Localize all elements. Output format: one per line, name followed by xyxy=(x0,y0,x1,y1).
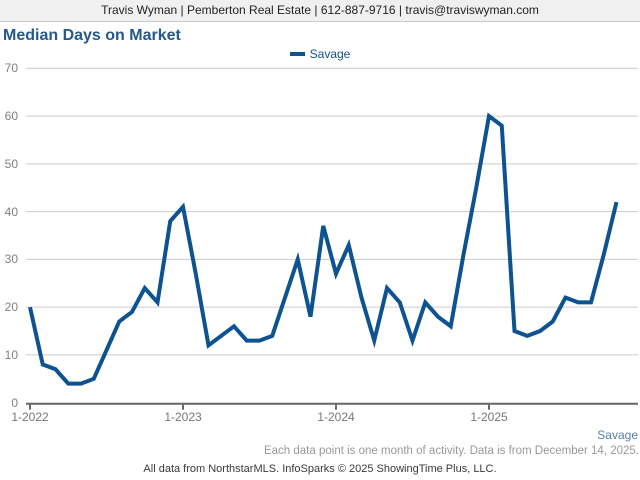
chart-area: 1-2022 1-2023 1-2024 1-2025 0 10 20 30 40 50 60 70 xyxy=(0,60,640,424)
data-period-footnote: Each data point is one month of activity… xyxy=(263,445,639,457)
y-axis-label: 20 xyxy=(4,300,18,315)
agent-header-bar: Travis Wyman | Pemberton Real Estate | 6… xyxy=(0,0,640,22)
y-axis-label: 60 xyxy=(4,109,18,124)
x-axis-label: 1-2025 xyxy=(470,409,508,424)
x-axis-label: 1-2024 xyxy=(317,409,355,424)
legend-line-swatch xyxy=(289,51,305,56)
agent-contact-text: Travis Wyman | Pemberton Real Estate | 6… xyxy=(101,3,539,17)
y-axis-label: 0 xyxy=(11,395,18,410)
x-axis-label: 1-2023 xyxy=(164,409,202,424)
attribution-footnote: All data from NorthstarMLS. InfoSparks ©… xyxy=(143,463,497,475)
line-chart-svg xyxy=(26,67,638,410)
y-axis-label: 70 xyxy=(4,61,18,76)
chart-legend: Savage xyxy=(0,46,640,61)
page-title: Median Days on Market xyxy=(3,27,181,44)
y-axis-label: 50 xyxy=(4,156,18,171)
bottom-series-label: Savage xyxy=(597,428,638,442)
y-axis-label: 40 xyxy=(4,204,18,219)
savage-series-line xyxy=(28,112,619,386)
y-axis-label: 30 xyxy=(4,252,18,267)
x-axis-label: 1-2022 xyxy=(11,409,49,424)
legend-series-label: Savage xyxy=(309,46,351,61)
y-axis-label: 10 xyxy=(4,347,18,362)
